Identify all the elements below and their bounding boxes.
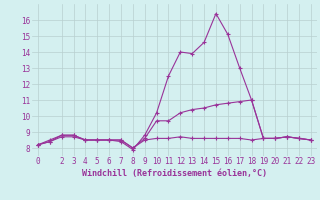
X-axis label: Windchill (Refroidissement éolien,°C): Windchill (Refroidissement éolien,°C) [82,169,267,178]
